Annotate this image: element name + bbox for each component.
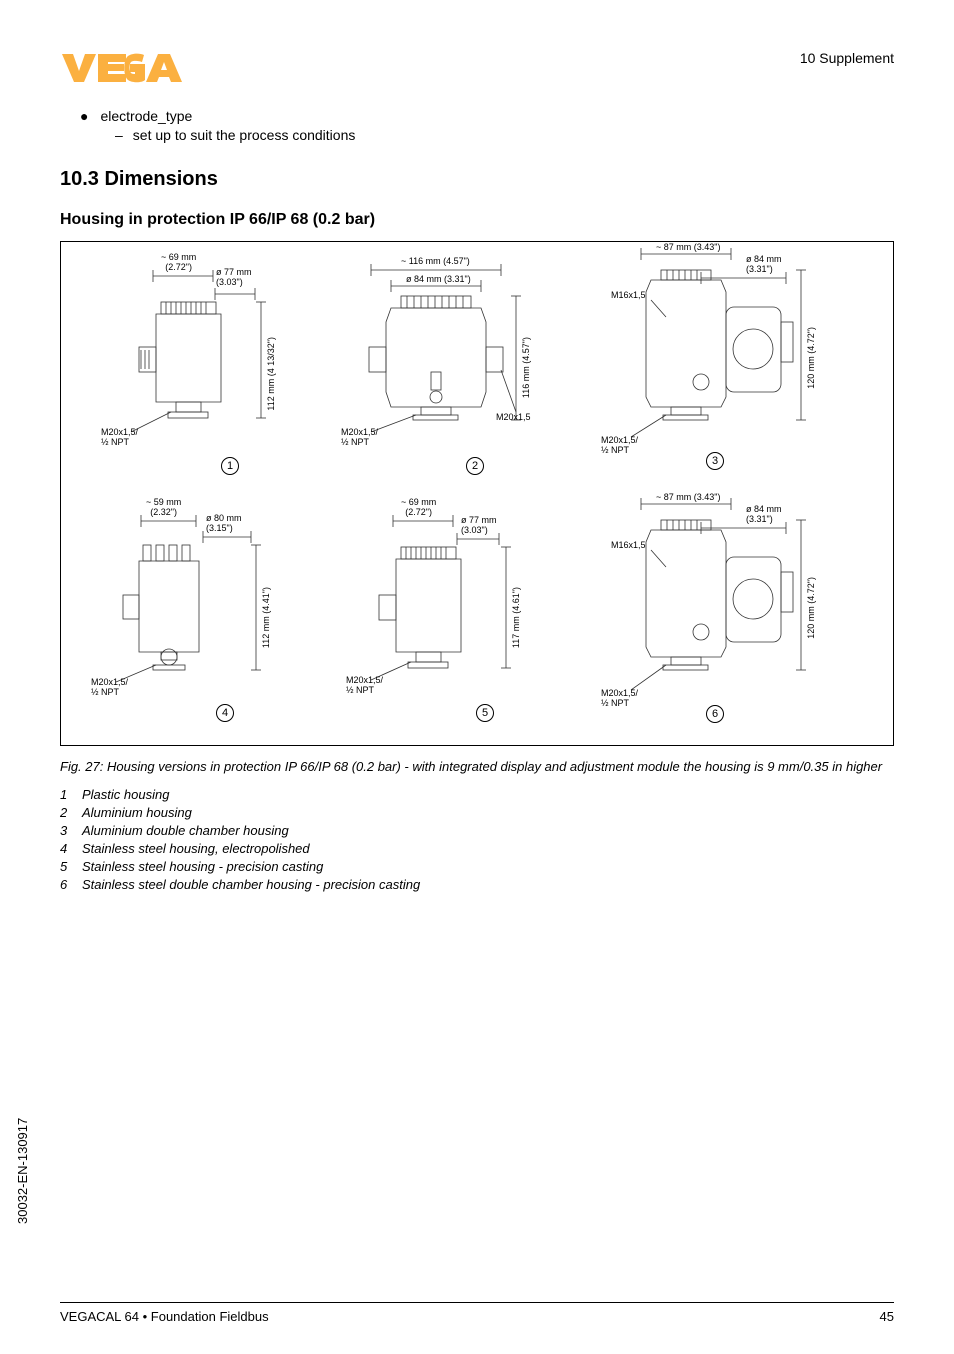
legend-text: Aluminium housing xyxy=(82,804,192,822)
conn-text: M20x1,5/ xyxy=(341,427,378,437)
conn-text: ½ NPT xyxy=(341,437,378,447)
diagram-panel-5: ~ 69 mm (2.72") ø 77 mm (3.03") xyxy=(361,497,561,727)
diagram-panel-4: ~ 59 mm (2.32") ø 80 mm (3.15") 112 xyxy=(111,497,311,727)
conn-text: M20x1,5/ xyxy=(601,688,638,698)
panel-number: 3 xyxy=(706,452,724,470)
legend-num: 1 xyxy=(60,786,82,804)
dim-height: 112 mm (4.41") xyxy=(261,587,271,648)
conn-text: M20x1,5/ xyxy=(101,427,138,437)
diagram-panel-2: ~ 116 mm (4.57") ø 84 mm (3.31") xyxy=(351,252,581,482)
legend-num: 6 xyxy=(60,876,82,894)
page-footer: VEGACAL 64 • Foundation Fieldbus 45 xyxy=(60,1302,894,1324)
conn-text: M20x1,5/ xyxy=(91,677,128,687)
dimensions-diagram: ~ 69 mm (2.72") ø 77 mm (3.03") xyxy=(60,241,894,746)
conn-text: ½ NPT xyxy=(91,687,128,697)
dim-height: 120 mm (4.72") xyxy=(806,577,816,639)
heading-dimensions: 10.3 Dimensions xyxy=(60,168,894,191)
legend-text: Stainless steel housing - precision cast… xyxy=(82,858,323,876)
conn-text: M20x1,5 xyxy=(496,412,531,422)
diagram-panel-1: ~ 69 mm (2.72") ø 77 mm (3.03") xyxy=(121,252,321,482)
sub-text: set up to suit the process conditions xyxy=(133,127,356,143)
legend-num: 3 xyxy=(60,822,82,840)
conn-text: ½ NPT xyxy=(601,698,638,708)
conn-text: M20x1,5/ xyxy=(601,435,638,445)
conn-text: ½ NPT xyxy=(101,437,138,447)
bullet-list: ● electrode_type – set up to suit the pr… xyxy=(80,106,894,143)
dim-height: 112 mm (4 13/32") xyxy=(266,337,276,411)
section-label: 10 Supplement xyxy=(800,50,894,66)
heading-housing: Housing in protection IP 66/IP 68 (0.2 b… xyxy=(60,211,894,229)
panel-number: 6 xyxy=(706,705,724,723)
legend-num: 2 xyxy=(60,804,82,822)
dim-height: 117 mm (4.61") xyxy=(511,587,521,648)
dash-icon: – xyxy=(115,127,123,143)
diagram-panel-6: ~ 87 mm (3.43") ø 84 mm (3.31") M16x1,5 xyxy=(601,492,851,732)
legend-text: Plastic housing xyxy=(82,786,169,804)
document-code: 30032-EN-130917 xyxy=(15,1118,30,1224)
legend-text: Aluminium double chamber housing xyxy=(82,822,289,840)
bullet-icon: ● xyxy=(80,106,88,127)
panel-number: 2 xyxy=(466,457,484,475)
bullet-text: electrode_type xyxy=(100,106,192,127)
legend-text: Stainless steel double chamber housing -… xyxy=(82,876,420,894)
page-header: 10 Supplement xyxy=(60,50,894,86)
conn-text: ½ NPT xyxy=(601,445,638,455)
footer-left: VEGACAL 64 • Foundation Fieldbus xyxy=(60,1309,269,1324)
legend-num: 5 xyxy=(60,858,82,876)
figure-caption: Fig. 27: Housing versions in protection … xyxy=(60,758,894,776)
dim-height: 120 mm (4.72") xyxy=(806,327,816,389)
legend: 1Plastic housing 2Aluminium housing 3Alu… xyxy=(60,786,894,895)
panel-number: 4 xyxy=(216,704,234,722)
legend-num: 4 xyxy=(60,840,82,858)
conn-text: ½ NPT xyxy=(346,685,383,695)
legend-text: Stainless steel housing, electropolished xyxy=(82,840,310,858)
conn-text: M20x1,5/ xyxy=(346,675,383,685)
panel-number: 5 xyxy=(476,704,494,722)
panel-number: 1 xyxy=(221,457,239,475)
diagram-panel-3: ~ 87 mm (3.43") ø 84 mm (3.31") M16x1,5 xyxy=(601,242,851,482)
footer-page-number: 45 xyxy=(880,1309,894,1324)
dim-height: 116 mm (4.57") xyxy=(521,337,531,398)
vega-logo xyxy=(60,50,190,86)
